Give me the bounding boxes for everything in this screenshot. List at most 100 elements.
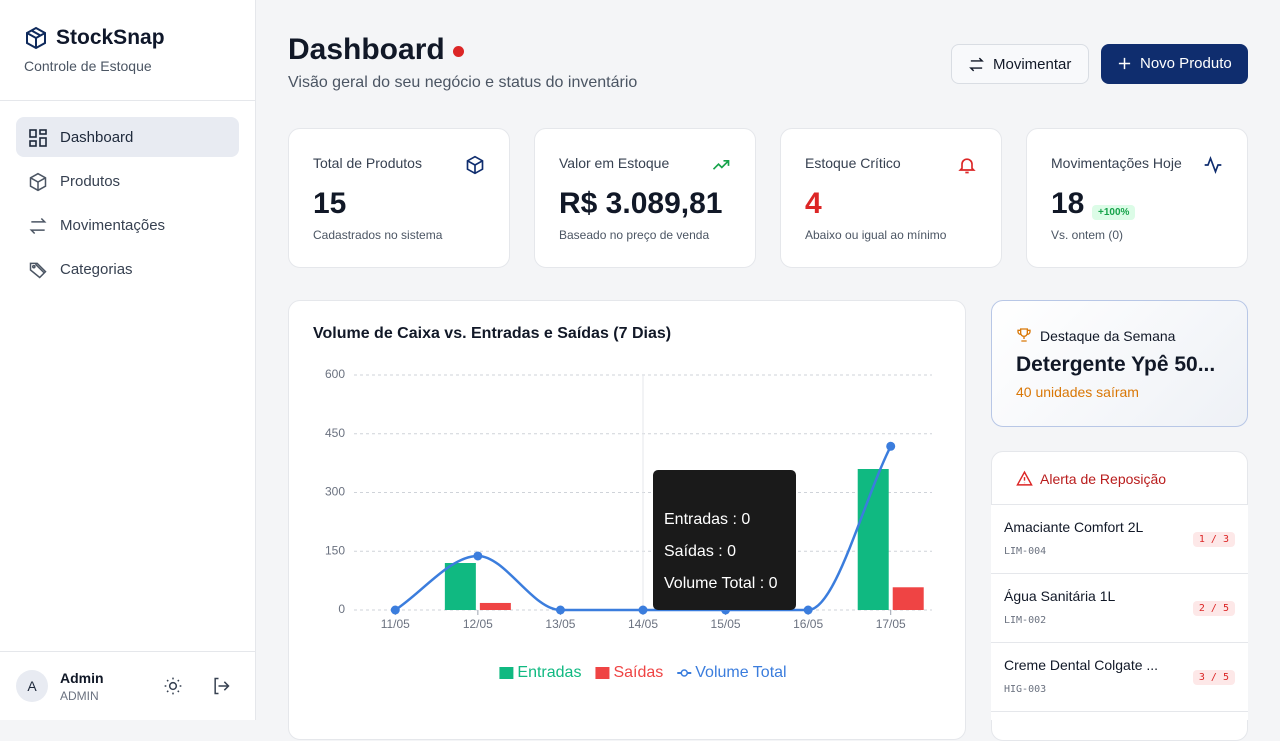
alert-stock: 2 / 5 [1192,601,1235,616]
bar [857,469,889,610]
legend-marker [499,667,514,679]
tooltip-line: Volume Total : 0 [664,575,778,592]
x-tick-label: 12/05 [463,617,493,631]
alerts-title: Alerta de Reposição [1040,471,1167,487]
separator [0,100,255,101]
nav-item[interactable]: Movimentações [16,205,239,245]
brand-icon [26,26,46,50]
nav-icon [29,129,47,147]
stat-card: Movimentações Hoje 18 +100% Vs. ontem (0… [1026,128,1248,268]
alert-stock: 3 / 5 [1192,670,1235,685]
card-icon [958,158,976,174]
tooltip-line: Saídas : 0 [664,543,736,560]
card-label: Valor em Estoque [559,155,670,171]
card-value: R$ 3.089,81 [559,187,723,220]
x-tick-label: 13/05 [545,617,575,631]
alert-name: Água Sanitária 1L [1004,588,1116,604]
card-icon [712,160,730,170]
nav-icon [29,262,47,279]
alert-name: Creme Dental Colgate ... [1004,657,1159,673]
chart: Volume de Caixa vs. Entradas e Saídas (7… [313,325,932,681]
card-note: Vs. ontem (0) [1051,228,1124,242]
card-note: Baseado no preço de venda [559,228,710,242]
tooltip: Entradas : 0 Saídas : 0 Volume Total : 0 [653,470,796,610]
alert-code: LIM-004 [1004,546,1047,557]
x-tick-label: 14/05 [628,617,658,631]
card-value: 15 [313,187,347,220]
alert-item[interactable]: Água Sanitária 1L LIM-002 2 / 5 [991,573,1248,642]
alert-item[interactable]: Amaciante Comfort 2L LIM-004 1 / 3 [991,504,1248,573]
stat-card: Valor em Estoque R$ 3.089,81 Baseado no … [534,128,756,268]
y-tick-label: 0 [338,602,345,616]
line-point [390,605,400,615]
alert-code: HIG-003 [1004,684,1047,695]
theme-toggle[interactable] [163,676,183,696]
button-label: Novo Produto [1140,55,1232,72]
nav-label: Produtos [60,173,121,190]
button-icon [1118,57,1131,70]
card-icon [1204,155,1222,175]
bar [892,587,924,610]
logout-button[interactable] [211,676,231,696]
x-tick-label: 15/05 [711,617,741,631]
alert-code: LIM-002 [1004,615,1047,626]
y-tick-label: 600 [325,367,345,381]
nav-label: Categorias [60,261,133,278]
trophy-icon [1017,328,1031,342]
brand: StockSnap [56,26,165,49]
tagline: Controle de Estoque [24,58,152,74]
chart-panel [288,300,966,740]
line-point [555,605,565,615]
card-note: Abaixo ou igual ao mínimo [805,228,947,242]
card-value: 4 [805,187,822,220]
legend-label: Entradas [517,664,581,681]
nav-label: Dashboard [60,129,134,146]
legend-label: Saídas [613,664,663,681]
chart-title: Volume de Caixa vs. Entradas e Saídas (7… [313,325,671,342]
legend: Entradas Saídas Volume Total [499,664,787,681]
avatar: A [16,670,48,702]
nav-item[interactable]: Categorias [16,249,239,289]
line-point [473,551,483,561]
card-value: 18 [1051,187,1085,220]
page-title: Dashboard [288,33,445,66]
line-point [803,605,813,615]
nav-label: Movimentações [60,217,166,234]
tooltip-box [653,470,796,610]
alert-icon [1016,470,1033,486]
highlight-note: 40 unidades saíram [1016,384,1139,400]
nav-item[interactable]: Dashboard [16,117,239,157]
status-dot [453,46,464,57]
card-note: Cadastrados no sistema [313,228,443,242]
y-tick-label: 300 [325,485,345,499]
legend-marker [680,669,689,677]
nav-item[interactable]: Produtos [16,161,239,201]
legend-label: Volume Total [695,664,786,681]
bar [479,602,511,610]
x-tick-label: 17/05 [876,617,906,631]
app: {"sidebar": {"brand": "StockSnap", "tagl… [0,0,1248,741]
alert-item[interactable]: Creme Dental Colgate ... HIG-003 3 / 5 [991,642,1248,711]
sidebar: StockSnap Controle de Estoque Dashboard … [0,0,256,720]
stat-card: Estoque Crítico 4 Abaixo ou igual ao mín… [780,128,1002,268]
y-tick-label: 450 [325,426,345,440]
stat-card: Total de Produtos 15 Cadastrados no sist… [288,128,510,268]
y-tick-label: 150 [325,543,345,557]
line-point [886,441,896,451]
nav-icon [29,172,47,192]
card-label: Total de Produtos [313,155,422,171]
card-badge: +100% [1092,205,1136,220]
move-button[interactable]: Movimentar [951,44,1089,84]
alert-name: Amaciante Comfort 2L [1004,519,1144,535]
card-label: Estoque Crítico [805,155,901,171]
alert-item [991,711,1248,720]
highlight-card: Destaque da Semana Detergente Ypê 50... … [991,300,1248,427]
button-label: Movimentar [993,56,1072,73]
new-product-button[interactable]: Novo Produto [1101,44,1248,84]
alert-stock: 1 / 3 [1192,532,1235,547]
card-label: Movimentações Hoje [1051,155,1182,171]
line-point [638,605,648,615]
x-tick-label: 16/05 [793,617,823,631]
page-subtitle: Visão geral do seu negócio e status do i… [288,74,638,91]
x-tick-label: 11/05 [381,617,410,631]
